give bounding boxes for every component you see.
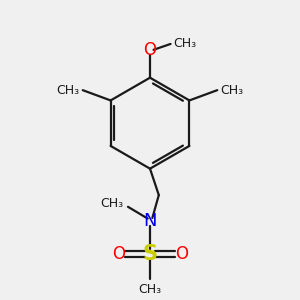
Text: CH₃: CH₃ — [220, 84, 243, 97]
Text: CH₃: CH₃ — [138, 283, 162, 296]
Text: CH₃: CH₃ — [100, 197, 124, 210]
Text: N: N — [143, 212, 157, 230]
Text: S: S — [142, 244, 158, 264]
Text: O: O — [112, 245, 125, 263]
Text: O: O — [143, 41, 157, 59]
Text: O: O — [175, 245, 188, 263]
Text: CH₃: CH₃ — [57, 84, 80, 97]
Text: CH₃: CH₃ — [173, 38, 196, 50]
